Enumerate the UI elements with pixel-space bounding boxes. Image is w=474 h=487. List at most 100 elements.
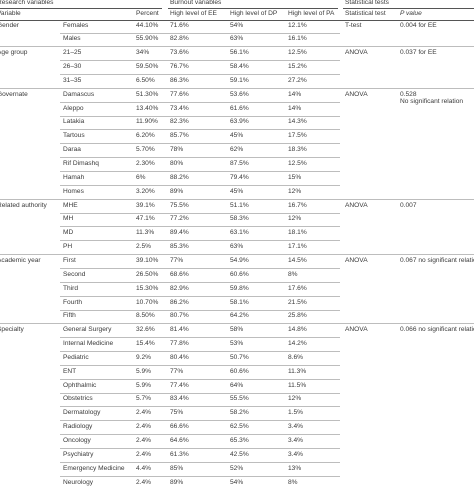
cell-high-pa: 17.1%	[288, 243, 307, 251]
cell-high-dp: 58.3%	[230, 215, 249, 223]
row-separator	[60, 240, 340, 242]
cell-high-pa: 25.8%	[288, 312, 307, 320]
cell-percent: 2.4%	[136, 450, 152, 458]
row-label: Third	[63, 284, 79, 292]
row-separator	[60, 143, 340, 145]
header-high-dp: High level of DP	[230, 10, 278, 17]
cell-high-dp: 58.1%	[230, 298, 249, 306]
cell-high-pa: 3.4%	[288, 423, 304, 431]
row-separator	[60, 434, 340, 436]
p-value: 0.004 for EE	[400, 21, 437, 29]
row-label: Pediatric	[63, 353, 89, 361]
cell-high-dp: 59.8%	[230, 284, 249, 292]
row-separator	[60, 74, 340, 76]
cell-high-ee: 76.7%	[170, 63, 189, 71]
group-variable: Academic year	[0, 256, 41, 264]
statistical-test-value: ANOVA	[345, 49, 368, 57]
row-separator	[60, 184, 340, 186]
cell-high-dp: 42.5%	[230, 450, 249, 458]
cell-high-ee: 89%	[170, 187, 184, 195]
header-burnout-variables: Burnout variables	[170, 0, 222, 6]
cell-high-pa: 1.5%	[288, 409, 304, 417]
row-separator	[60, 60, 340, 62]
row-separator	[60, 115, 340, 117]
group-variable: Specialty	[0, 326, 24, 334]
p-value: 0.066 no significant relation	[400, 326, 474, 334]
row-label: First	[63, 256, 76, 264]
row-label: Daraa	[63, 146, 81, 154]
cell-high-ee: 73.4%	[170, 104, 189, 112]
row-label: Hamah	[63, 173, 85, 181]
cell-percent: 39.10%	[136, 256, 159, 264]
cell-high-dp: 54.9%	[230, 256, 249, 264]
cell-high-dp: 79.4%	[230, 173, 249, 181]
cell-high-dp: 60.6%	[230, 367, 249, 375]
cell-high-dp: 45%	[230, 132, 244, 140]
cell-high-dp: 65.3%	[230, 437, 249, 444]
cell-high-dp: 63.1%	[230, 229, 249, 237]
cell-high-pa: 17.5%	[288, 132, 307, 140]
row-label: Dermatology	[63, 409, 101, 417]
group-separator	[0, 198, 474, 200]
cell-percent: 51.30%	[136, 90, 159, 98]
cell-percent: 13.40%	[136, 104, 159, 112]
header-variable: Variable	[0, 10, 21, 17]
row-label: Psychiatry	[63, 450, 94, 458]
header-underline-burnout	[168, 7, 338, 9]
statistical-test-value: ANOVA	[345, 90, 368, 98]
cell-high-dp: 58.2%	[230, 409, 249, 417]
cell-high-dp: 60.6%	[230, 270, 249, 278]
cell-high-pa: 17.6%	[288, 284, 307, 292]
row-label: 26–30	[63, 63, 82, 71]
row-label: Fifth	[63, 312, 76, 320]
group-variable: Age group	[0, 49, 28, 57]
cell-high-ee: 77.6%	[170, 90, 189, 98]
cell-high-dp: 50.7%	[230, 353, 249, 361]
row-label: Females	[63, 21, 89, 29]
row-label: Internal Medicine	[63, 340, 114, 348]
cell-high-dp: 63%	[230, 35, 244, 43]
cell-high-ee: 73.6%	[170, 49, 189, 57]
cell-percent: 6%	[136, 173, 146, 181]
statistical-test-value: T-test	[345, 21, 362, 29]
cell-percent: 55.90%	[136, 35, 159, 43]
row-separator	[60, 267, 340, 269]
row-separator	[60, 32, 340, 34]
row-separator	[60, 101, 340, 103]
cell-high-ee: 89%	[170, 478, 184, 486]
cell-high-pa: 14.5%	[288, 256, 307, 264]
header-underline-research	[0, 7, 162, 9]
cell-high-ee: 82.9%	[170, 284, 189, 292]
cell-percent: 5.7%	[136, 395, 152, 403]
row-separator	[60, 309, 340, 311]
cell-percent: 39.1%	[136, 201, 155, 209]
cell-percent: 6.20%	[136, 132, 155, 140]
cell-high-ee: 75.5%	[170, 201, 189, 209]
cell-high-pa: 12%	[288, 215, 302, 223]
cell-high-pa: 13%	[288, 464, 302, 472]
cell-high-dp: 63%	[230, 243, 244, 251]
cell-high-ee: 66.6%	[170, 423, 189, 431]
row-separator	[60, 406, 340, 408]
cell-percent: 10.70%	[136, 298, 159, 306]
row-label: Rif Dimashq	[63, 160, 99, 167]
row-label: Emergency Medicine	[63, 464, 125, 472]
cell-percent: 2.5%	[136, 243, 152, 251]
header-bottom-rule	[0, 19, 474, 21]
cell-high-dp: 54%	[230, 21, 244, 29]
row-label: ENT	[63, 367, 77, 375]
cell-high-ee: 78%	[170, 146, 184, 154]
cell-high-pa: 3.4%	[288, 450, 304, 458]
row-label: 21–25	[63, 49, 82, 57]
cell-high-ee: 82.3%	[170, 118, 189, 126]
cell-high-ee: 77%	[170, 256, 184, 264]
cell-high-ee: 85.7%	[170, 132, 189, 140]
cell-high-ee: 89.4%	[170, 229, 189, 237]
row-label: General Surgery	[63, 326, 112, 334]
row-separator	[60, 364, 340, 366]
row-label: Radiology	[63, 423, 93, 431]
row-separator	[60, 475, 340, 477]
cell-high-pa: 14.2%	[288, 340, 307, 348]
row-separator	[60, 351, 340, 353]
cell-high-pa: 8%	[288, 270, 298, 278]
